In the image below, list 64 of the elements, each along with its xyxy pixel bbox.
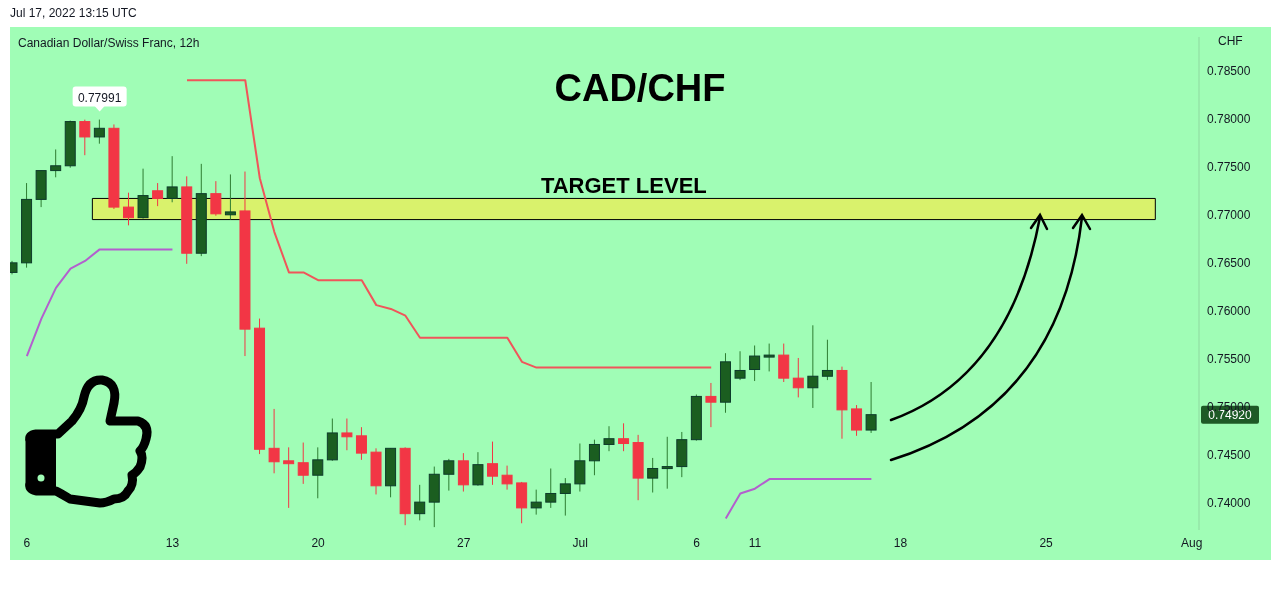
candlestick xyxy=(297,442,309,485)
x-tick-label: 13 xyxy=(165,535,180,550)
candlestick xyxy=(122,192,134,226)
annotation: 0.77991 xyxy=(77,90,122,105)
candlestick xyxy=(588,439,600,476)
y-tick-label: 0.75500 xyxy=(1207,352,1251,367)
x-tick-label: Aug xyxy=(1181,535,1203,550)
band-label: TARGET LEVEL xyxy=(540,173,707,199)
x-tick-label: 18 xyxy=(893,535,908,550)
candlestick xyxy=(93,119,105,145)
candlestick xyxy=(705,382,717,428)
x-tick-label: Jul xyxy=(572,535,588,550)
y-tick-label: 0.76000 xyxy=(1207,304,1251,319)
y-axis-title: CHF xyxy=(1218,34,1243,48)
x-tick-label: 6 xyxy=(693,535,701,550)
candlestick xyxy=(865,381,877,434)
y-tick-label: 0.77500 xyxy=(1207,160,1251,174)
candlestick xyxy=(224,173,236,221)
candlestick xyxy=(603,425,615,452)
candlestick xyxy=(210,180,222,217)
candlestick xyxy=(341,418,353,451)
candlestick xyxy=(821,339,833,381)
candlestick xyxy=(734,350,746,381)
y-tick-label: 0.78500 xyxy=(1207,63,1251,78)
candlestick xyxy=(283,446,295,509)
candlestick xyxy=(661,436,673,490)
x-tick-label: 27 xyxy=(456,535,471,550)
text: Jul 17, 2022 13:15 UTC xyxy=(10,6,137,20)
y-tick-label: 0.77000 xyxy=(1207,208,1251,223)
candlestick xyxy=(851,404,863,437)
y-tick-label: 0.74000 xyxy=(1207,496,1251,511)
candlestick xyxy=(268,408,280,474)
candlestick xyxy=(355,426,367,461)
candlestick xyxy=(574,443,586,493)
candlestick xyxy=(792,357,804,398)
x-tick-label: 6 xyxy=(23,535,31,550)
candlestick xyxy=(487,441,499,486)
chart-subtitle: Canadian Dollar/Swiss Franc, 12h xyxy=(18,36,200,50)
candlestick xyxy=(166,155,178,203)
candlestick xyxy=(559,477,571,517)
candlestick xyxy=(50,148,62,178)
candlestick xyxy=(414,484,426,521)
candlestick xyxy=(545,468,557,509)
x-tick-label: 25 xyxy=(1039,535,1054,550)
x-tick-label: 11 xyxy=(748,535,762,550)
candlestick xyxy=(618,422,630,452)
candlestick xyxy=(807,324,819,409)
text: CAD/CHF xyxy=(553,67,727,110)
candlestick xyxy=(79,119,91,156)
candlestick xyxy=(152,182,164,207)
x-tick-label: 20 xyxy=(311,535,326,550)
y-tick-label: 0.78000 xyxy=(1207,111,1251,126)
candlestick xyxy=(778,343,790,383)
candlestick xyxy=(530,489,542,516)
candlestick xyxy=(763,343,775,372)
candlestick xyxy=(749,344,761,382)
y-tick-label: 0.74500 xyxy=(1207,448,1251,463)
y-tick-label: 0.76500 xyxy=(1207,256,1251,271)
candlestick xyxy=(137,168,149,220)
candlestick xyxy=(501,465,513,491)
candlestick xyxy=(472,451,484,487)
candlestick xyxy=(312,446,324,499)
candlestick xyxy=(443,458,455,492)
candlestick xyxy=(647,457,659,494)
